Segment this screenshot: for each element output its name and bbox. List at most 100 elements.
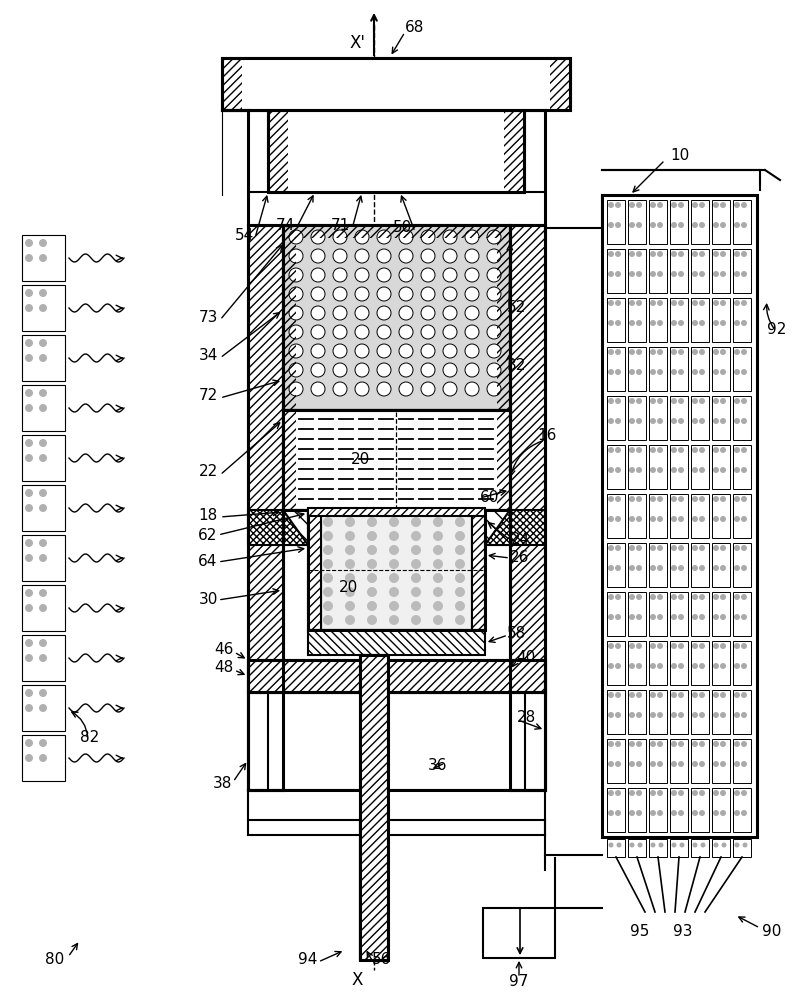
Circle shape [699, 643, 705, 649]
Circle shape [615, 810, 621, 816]
Circle shape [720, 545, 726, 551]
Circle shape [421, 306, 435, 320]
Bar [308, 508, 485, 516]
Bar [283, 225, 510, 238]
Circle shape [39, 689, 47, 697]
Circle shape [311, 325, 325, 339]
Circle shape [389, 573, 399, 583]
Circle shape [699, 369, 705, 375]
Circle shape [692, 663, 698, 669]
Circle shape [743, 842, 748, 848]
Bar [691, 839, 709, 857]
Circle shape [399, 382, 413, 396]
Circle shape [713, 349, 719, 355]
Bar [607, 690, 625, 734]
Circle shape [699, 545, 705, 551]
Bar [628, 839, 646, 857]
Bar [712, 543, 730, 587]
Bar [360, 655, 388, 960]
Bar [222, 58, 570, 110]
Bar [283, 225, 510, 410]
Text: 56: 56 [372, 952, 392, 968]
Circle shape [39, 439, 47, 447]
Circle shape [636, 300, 642, 306]
Circle shape [734, 271, 740, 277]
Bar [691, 298, 709, 342]
Bar [22, 385, 65, 431]
Circle shape [377, 363, 391, 377]
Bar [360, 655, 388, 960]
Circle shape [25, 304, 33, 312]
Circle shape [311, 306, 325, 320]
Circle shape [671, 663, 677, 669]
Circle shape [333, 363, 347, 377]
Bar [308, 510, 321, 630]
Bar [733, 839, 751, 857]
Circle shape [650, 842, 656, 848]
Circle shape [345, 517, 355, 527]
Circle shape [636, 251, 642, 257]
Circle shape [616, 842, 622, 848]
Circle shape [636, 663, 642, 669]
Bar [308, 630, 485, 655]
Circle shape [629, 369, 635, 375]
Circle shape [741, 790, 747, 796]
Bar [283, 410, 510, 510]
Circle shape [39, 539, 47, 547]
Circle shape [355, 230, 369, 244]
Circle shape [692, 545, 698, 551]
Circle shape [636, 594, 642, 600]
Bar [628, 592, 646, 636]
Bar [670, 298, 688, 342]
Circle shape [650, 447, 656, 453]
Text: 82: 82 [80, 730, 100, 744]
Bar [649, 592, 667, 636]
Circle shape [699, 761, 705, 767]
Circle shape [608, 320, 614, 326]
Bar [22, 335, 65, 381]
Circle shape [311, 382, 325, 396]
Circle shape [629, 349, 635, 355]
Circle shape [650, 614, 656, 620]
Text: X: X [352, 971, 363, 989]
Bar [607, 641, 625, 685]
Circle shape [650, 349, 656, 355]
Bar [288, 110, 504, 192]
Circle shape [692, 349, 698, 355]
Circle shape [720, 663, 726, 669]
Circle shape [367, 587, 377, 597]
Circle shape [377, 287, 391, 301]
Circle shape [487, 382, 501, 396]
Circle shape [657, 418, 663, 424]
Circle shape [741, 300, 747, 306]
Circle shape [311, 230, 325, 244]
Bar [628, 347, 646, 391]
Circle shape [671, 614, 677, 620]
Bar [733, 249, 751, 293]
Circle shape [25, 554, 33, 562]
Circle shape [692, 418, 698, 424]
Circle shape [615, 565, 621, 571]
Circle shape [657, 300, 663, 306]
Circle shape [657, 349, 663, 355]
Circle shape [377, 306, 391, 320]
Circle shape [699, 516, 705, 522]
Circle shape [333, 268, 347, 282]
Circle shape [699, 398, 705, 404]
Circle shape [39, 504, 47, 512]
Circle shape [615, 761, 621, 767]
Circle shape [699, 741, 705, 747]
Circle shape [734, 761, 740, 767]
Circle shape [443, 249, 457, 263]
Circle shape [367, 573, 377, 583]
Polygon shape [485, 510, 510, 545]
Circle shape [734, 496, 740, 502]
Bar [607, 592, 625, 636]
Circle shape [699, 692, 705, 698]
Bar [321, 510, 472, 630]
Circle shape [389, 601, 399, 611]
Bar [712, 839, 730, 857]
Circle shape [692, 712, 698, 718]
Circle shape [650, 663, 656, 669]
Circle shape [734, 467, 740, 473]
